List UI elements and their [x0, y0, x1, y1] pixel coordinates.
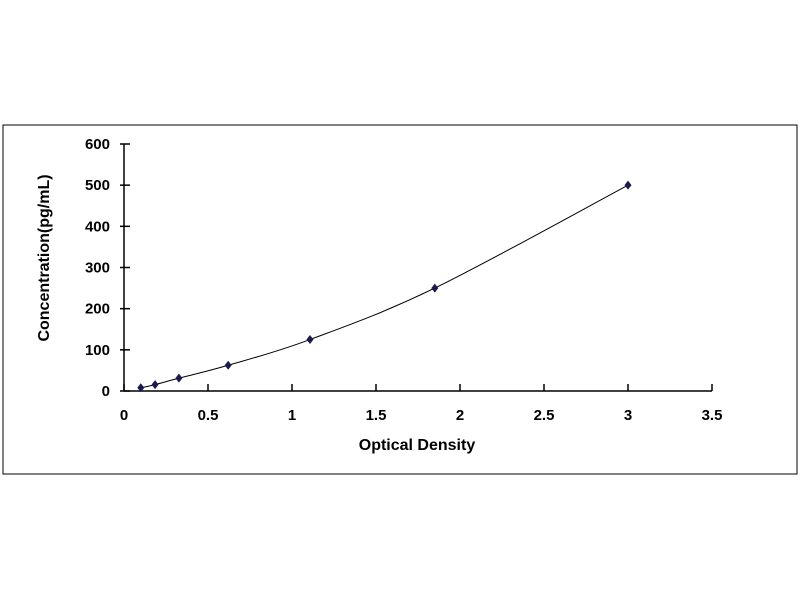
y-axis-label: Concentration(pg/mL) [36, 174, 53, 341]
data-point [137, 383, 145, 393]
x-tick-label: 2.5 [534, 407, 555, 424]
y-tick-label: 200 [85, 301, 110, 318]
x-tick-label: 0.5 [198, 407, 219, 424]
x-tick-label: 3.5 [702, 407, 723, 424]
x-tick-label: 1 [288, 407, 296, 424]
x-tick-label: 3 [624, 407, 632, 424]
data-point [624, 180, 632, 190]
y-tick-label: 0 [102, 383, 110, 400]
chart-frame [2, 124, 798, 475]
y-tick-label: 600 [85, 136, 110, 153]
data-point [175, 373, 183, 383]
x-tick-label: 2 [456, 407, 464, 424]
y-tick-label: 400 [85, 218, 110, 235]
x-tick-labels: 0 0.5 1 1.5 2 2.5 3 3.5 [120, 407, 723, 424]
x-tick-label: 0 [120, 407, 128, 424]
axes [120, 143, 713, 392]
y-tick-label: 500 [85, 177, 110, 194]
y-tick-label: 300 [85, 260, 110, 277]
y-tick-label: 100 [85, 342, 110, 359]
data-point [431, 283, 439, 293]
data-point [306, 335, 314, 345]
x-axis-label: Optical Density [359, 437, 476, 454]
x-tick-label: 1.5 [366, 407, 387, 424]
data-point [224, 360, 232, 370]
data-point [151, 380, 159, 390]
y-tick-labels: 0 100 200 300 400 500 600 [85, 136, 110, 400]
data-points [137, 180, 632, 393]
